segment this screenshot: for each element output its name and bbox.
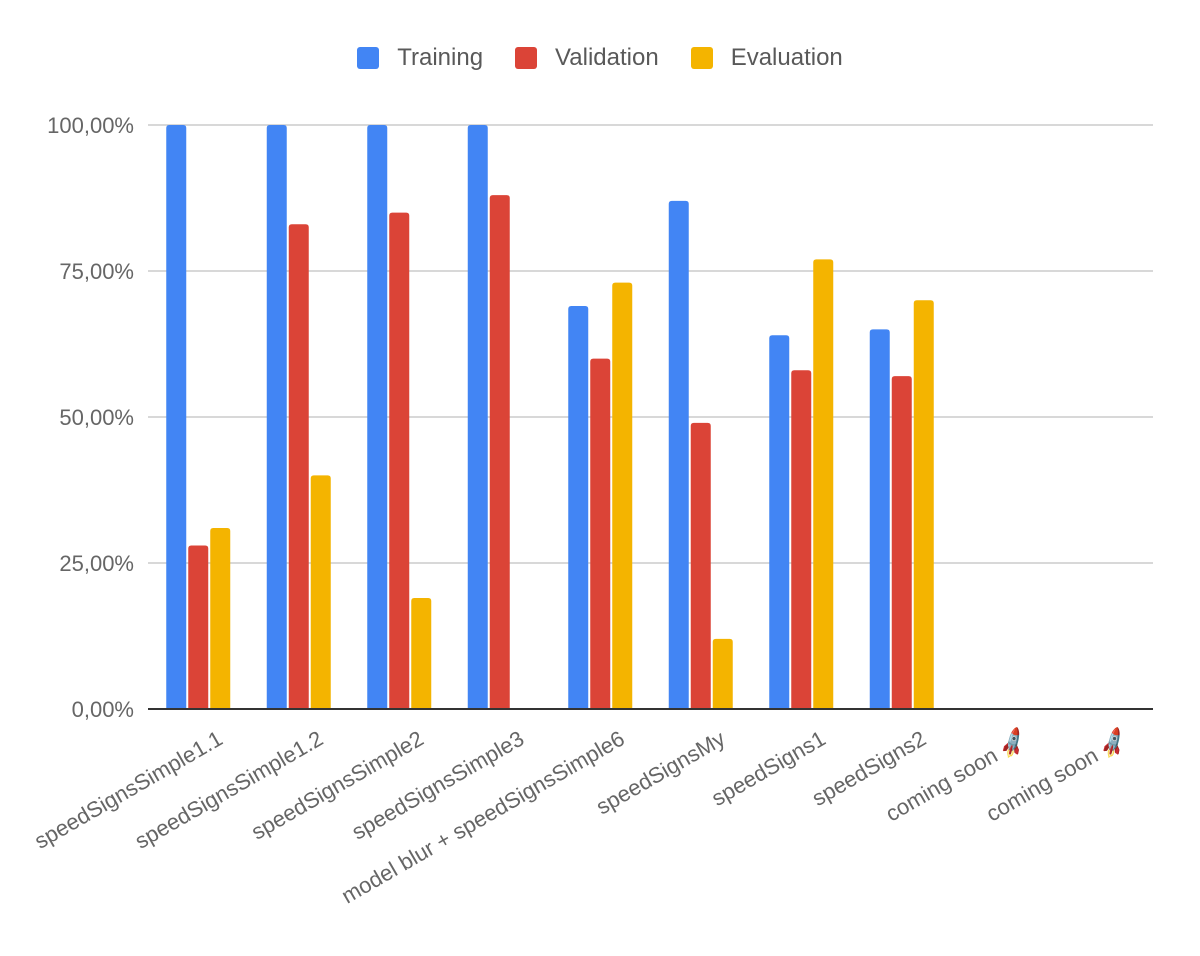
y-tick-label: 100,00% — [47, 113, 134, 138]
x-tick-label: speedSignsSimple3 — [347, 726, 528, 845]
bar-training — [769, 335, 790, 709]
x-axis-labels: speedSignsSimple1.1speedSignsSimple1.2sp… — [30, 726, 1131, 909]
legend-label-training: Training — [397, 44, 484, 71]
legend-label-evaluation: Evaluation — [730, 44, 843, 71]
x-tick-label: speedSignsSimple1.1 — [30, 726, 227, 854]
y-tick-label: 0,00% — [72, 697, 134, 722]
y-tick-label: 50,00% — [59, 405, 134, 430]
legend-swatch-training — [357, 47, 380, 69]
bar-evaluation — [712, 638, 733, 709]
chart-legend: Training Validation Evaluation — [0, 44, 1200, 72]
bar-validation — [590, 358, 611, 709]
bar-training — [367, 125, 388, 709]
x-tick-label: speedSignsSimple2 — [247, 726, 428, 845]
legend-item-training: Training — [357, 44, 483, 72]
legend-item-validation: Validation — [515, 44, 659, 72]
y-tick-label: 25,00% — [59, 551, 134, 576]
legend-swatch-validation — [515, 47, 538, 69]
legend-item-evaluation: Evaluation — [690, 44, 843, 72]
bar-evaluation — [310, 475, 331, 709]
bar-evaluation — [913, 300, 934, 709]
bar-evaluation — [813, 259, 834, 709]
bars — [166, 125, 934, 710]
legend-label-validation: Validation — [555, 44, 659, 71]
y-axis-ticks: 0,00% 25,00% 50,00% 75,00% 100,00% — [47, 113, 134, 722]
bar-training — [266, 125, 287, 709]
x-tick-label: speedSignsSimple1.2 — [130, 726, 327, 854]
bar-training — [166, 125, 187, 709]
bar-validation — [288, 224, 309, 709]
bar-validation — [791, 370, 812, 709]
bar-validation — [389, 212, 410, 709]
bar-validation — [891, 376, 912, 709]
bar-validation — [690, 422, 711, 709]
bar-training — [869, 329, 890, 709]
bar-evaluation — [612, 282, 633, 709]
bar-validation — [188, 545, 209, 709]
bar-evaluation — [210, 527, 231, 709]
gridlines — [148, 124, 1153, 564]
legend-swatch-evaluation — [690, 47, 713, 69]
bar-validation — [489, 195, 510, 709]
y-tick-label: 75,00% — [59, 259, 134, 284]
x-tick-label: speedSigns1 — [707, 726, 830, 811]
bar-training — [668, 200, 689, 710]
bar-evaluation — [411, 598, 432, 709]
bar-training — [467, 125, 488, 709]
bar-training — [568, 306, 589, 709]
